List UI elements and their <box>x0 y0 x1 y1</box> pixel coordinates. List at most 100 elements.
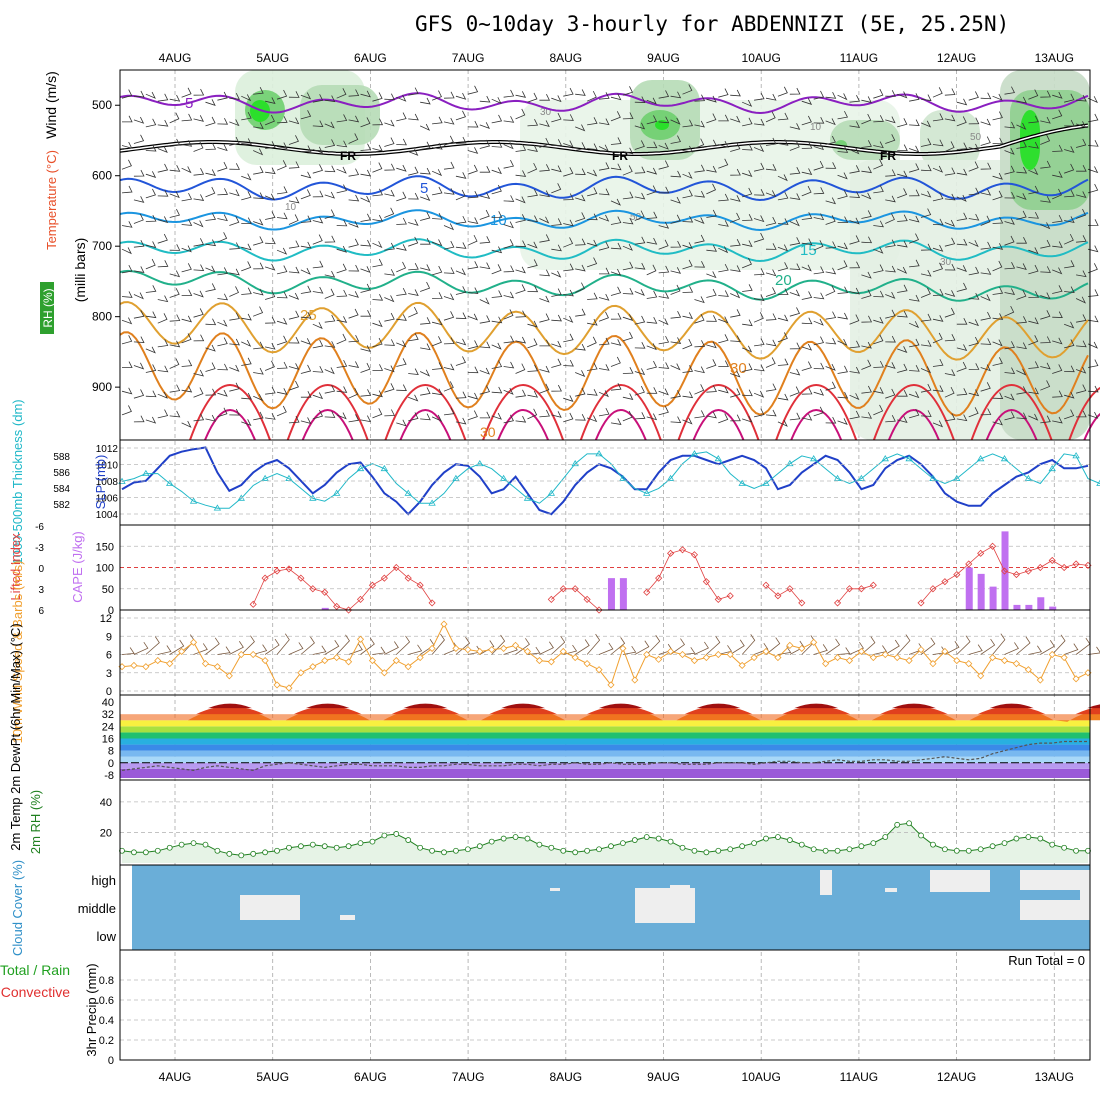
wind-barb <box>527 118 539 127</box>
data-point-marker <box>559 647 567 656</box>
wind-barb <box>634 262 646 270</box>
wind-barb <box>909 365 920 372</box>
wind-barb <box>861 271 872 279</box>
wind-barb <box>408 166 419 176</box>
wind-barb <box>396 314 407 321</box>
wind-barb <box>264 290 276 300</box>
data-point-marker <box>1000 657 1009 665</box>
y-tick-label: 900 <box>92 380 112 394</box>
wind-barb <box>1028 247 1039 255</box>
wind-barb <box>348 220 359 228</box>
data-point-marker <box>297 574 305 582</box>
date-label-bottom: 4AUG <box>159 1070 192 1084</box>
data-point-marker <box>273 681 281 689</box>
wind-barb <box>551 244 562 252</box>
wind-barb <box>1064 391 1075 399</box>
wind-barb <box>622 261 634 271</box>
wind-barb <box>765 164 777 171</box>
wind-barb <box>551 95 562 103</box>
wind-barb <box>1064 146 1075 153</box>
wind-barb <box>229 216 240 226</box>
wind-barb <box>1076 270 1087 278</box>
wind-barb <box>229 163 240 170</box>
wind-barb <box>1052 285 1063 294</box>
data-point-marker <box>833 599 842 607</box>
wind-barb <box>551 358 562 368</box>
wind-barb <box>193 141 204 152</box>
y-tick-label: 8 <box>108 746 114 758</box>
wind-barb <box>1064 216 1075 223</box>
y-tick-label: 1012 <box>96 444 119 455</box>
wind-barb <box>408 306 418 318</box>
data-point-marker <box>619 840 626 847</box>
wind-barb <box>348 291 359 298</box>
y-tick-label: 100 <box>96 563 114 575</box>
wind-barb <box>539 137 550 148</box>
wind-barb <box>968 117 980 125</box>
wind-barb <box>873 246 884 254</box>
wind-barb <box>408 219 419 226</box>
wind-barb <box>145 285 157 293</box>
data-point-marker <box>834 847 841 854</box>
wind-barb <box>1028 317 1039 325</box>
data-point-marker <box>464 646 472 654</box>
y-tick-label: 3 <box>38 585 44 596</box>
wind-barb <box>360 143 372 151</box>
wind-barb <box>1028 291 1040 298</box>
wind-barb <box>443 407 455 416</box>
y-tick-label: 0 <box>106 686 112 698</box>
wind-barb <box>1076 94 1087 102</box>
data-point-marker <box>655 835 662 842</box>
temp-area <box>696 703 741 709</box>
data-point-marker <box>1024 666 1032 674</box>
wind-barb <box>288 266 300 274</box>
wind-barb <box>288 415 300 424</box>
cloud-clear-area <box>550 888 560 891</box>
wind-barb <box>992 357 1003 366</box>
rh-shading <box>1020 110 1040 170</box>
data-point-marker <box>1061 844 1068 851</box>
wind-barb <box>539 383 550 394</box>
wind-barb <box>324 121 335 129</box>
wind-barb <box>205 116 216 127</box>
temp-area <box>879 706 948 715</box>
wind-barb <box>205 99 216 106</box>
wind-barb <box>253 86 264 95</box>
wind-barb <box>563 333 574 343</box>
lifted-index-line <box>920 545 1089 604</box>
wind-barb <box>968 143 980 151</box>
data-point-marker <box>977 672 985 680</box>
temp-contour-line <box>119 92 1089 115</box>
wind-barb <box>217 161 228 172</box>
wind-barb <box>777 191 789 201</box>
cape-bar <box>619 578 627 610</box>
data-point-marker <box>453 847 459 854</box>
wind-barb <box>372 408 383 419</box>
wind-barb <box>932 385 944 392</box>
data-point-marker <box>499 474 508 481</box>
wind-barb <box>396 358 407 367</box>
y-axis-title: RH (%) <box>41 288 55 327</box>
rh-shading <box>830 120 900 160</box>
wind-barb <box>706 139 717 147</box>
wind-barb <box>682 189 693 199</box>
wind-barb <box>920 190 932 198</box>
data-point-marker <box>190 840 197 847</box>
wind-barb <box>479 166 491 173</box>
data-point-marker <box>786 837 793 843</box>
data-point-marker <box>833 653 842 662</box>
temp-area <box>293 706 362 715</box>
wind-barb <box>897 310 908 318</box>
wind-barb <box>932 113 944 122</box>
wind-barb <box>610 286 622 296</box>
wind-barb <box>515 143 527 152</box>
wind-barb <box>634 96 646 103</box>
wind-barb <box>825 92 837 99</box>
wind-barb <box>169 244 181 251</box>
wind-barb <box>622 645 637 655</box>
wind-barb <box>765 637 781 655</box>
wind-barb <box>157 260 169 268</box>
wind-barb <box>992 137 1004 145</box>
rh-contour-label: 10 <box>285 202 297 213</box>
